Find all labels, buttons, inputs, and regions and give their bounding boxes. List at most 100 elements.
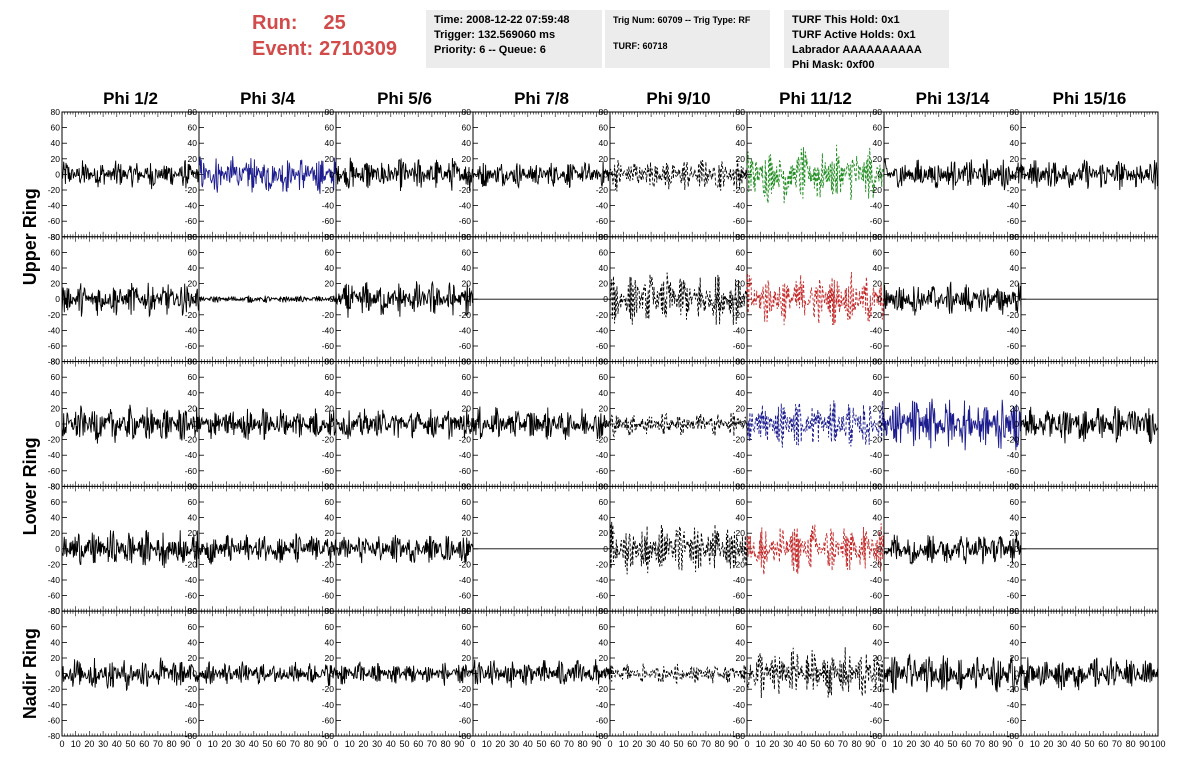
y-tick-label: -40 — [1007, 325, 1020, 335]
y-tick-label: -60 — [1007, 341, 1020, 351]
y-tick-label: 60 — [188, 123, 198, 133]
y-tick-label: 20 — [736, 403, 746, 413]
x-tick-label: 50 — [399, 739, 409, 749]
y-tick-label: 40 — [736, 637, 746, 647]
y-tick-label: 80 — [51, 606, 61, 616]
x-tick-label: 10 — [482, 739, 492, 749]
y-tick-label: 80 — [325, 481, 335, 491]
y-tick-label: 60 — [51, 247, 61, 257]
waveform-trace — [883, 653, 1022, 694]
y-tick-label: 80 — [599, 606, 609, 616]
x-tick-label: 0 — [333, 739, 338, 749]
y-tick-label: -40 — [596, 450, 609, 460]
y-tick-label: 80 — [462, 606, 472, 616]
x-tick-label: 50 — [125, 739, 135, 749]
y-tick-label: 20 — [1010, 403, 1020, 413]
x-tick-label: 40 — [112, 739, 122, 749]
waveform-trace — [609, 160, 748, 192]
y-tick-label: -20 — [733, 435, 746, 445]
y-tick-label: -20 — [48, 185, 61, 195]
y-tick-label: 20 — [188, 403, 198, 413]
y-tick-label: 20 — [325, 528, 335, 538]
y-tick-label: -60 — [322, 591, 335, 601]
event-row: Event: 2710309 — [252, 36, 397, 62]
y-tick-label: 20 — [325, 154, 335, 164]
y-tick-label: 40 — [873, 513, 883, 523]
x-tick-label: 30 — [98, 739, 108, 749]
y-tick-label: -20 — [1007, 559, 1020, 569]
y-tick-label: -60 — [459, 216, 472, 226]
y-tick-label: 40 — [599, 388, 609, 398]
y-tick-label: 0 — [740, 669, 745, 679]
y-tick-label: 60 — [325, 123, 335, 133]
waveform-trace — [61, 529, 200, 569]
y-tick-label: 60 — [599, 622, 609, 632]
y-tick-label: -40 — [322, 201, 335, 211]
y-tick-label: 0 — [55, 669, 60, 679]
y-tick-label: -20 — [48, 310, 61, 320]
waveform-trace — [335, 408, 474, 440]
y-tick-label: -20 — [870, 559, 883, 569]
y-tick-label: -20 — [459, 684, 472, 694]
y-tick-label: 40 — [1010, 513, 1020, 523]
y-tick-label: 80 — [599, 481, 609, 491]
y-tick-label: -60 — [1007, 216, 1020, 226]
y-tick-label: 20 — [51, 528, 61, 538]
y-tick-label: -40 — [322, 700, 335, 710]
y-tick-label: -20 — [322, 435, 335, 445]
run-label: Run: — [252, 12, 298, 34]
y-tick-label: 80 — [1010, 232, 1020, 242]
waveform-trace — [746, 271, 885, 326]
y-tick-label: -60 — [596, 715, 609, 725]
x-tick-label: 80 — [441, 739, 451, 749]
y-tick-label: -80 — [48, 731, 61, 741]
y-tick-label: -40 — [870, 575, 883, 585]
x-tick-label: 40 — [660, 739, 670, 749]
y-tick-label: -60 — [322, 715, 335, 725]
y-tick-label: 0 — [329, 544, 334, 554]
y-tick-label: 20 — [873, 279, 883, 289]
y-tick-label: 0 — [1014, 294, 1019, 304]
x-tick-label: 60 — [276, 739, 286, 749]
panel-frame — [746, 485, 885, 612]
y-tick-label: 20 — [51, 403, 61, 413]
y-tick-label: -60 — [733, 591, 746, 601]
y-tick-label: 0 — [877, 669, 882, 679]
y-tick-label: 20 — [736, 154, 746, 164]
y-tick-label: 80 — [1010, 481, 1020, 491]
x-tick-label: 20 — [358, 739, 368, 749]
y-tick-label: 20 — [1010, 653, 1020, 663]
y-tick-label: 20 — [462, 154, 472, 164]
y-tick-label: 40 — [325, 263, 335, 273]
y-tick-label: -40 — [596, 325, 609, 335]
y-tick-label: -20 — [1007, 435, 1020, 445]
y-tick-label: -80 — [1007, 731, 1020, 741]
turf-this-hold-text: TURF This Hold: 0x1 — [792, 14, 900, 26]
y-tick-label: -20 — [185, 310, 198, 320]
y-tick-label: 40 — [599, 637, 609, 647]
y-tick-label: -20 — [1007, 310, 1020, 320]
y-tick-label: 40 — [51, 637, 61, 647]
waveform-trace — [335, 661, 474, 686]
run-event-box: Run: 25 Event: 2710309 — [252, 10, 397, 62]
y-tick-label: 60 — [462, 123, 472, 133]
y-tick-label: 20 — [1010, 154, 1020, 164]
y-tick-label: 0 — [329, 294, 334, 304]
y-tick-label: 60 — [599, 247, 609, 257]
y-tick-label: -60 — [322, 216, 335, 226]
y-tick-label: 60 — [1010, 247, 1020, 257]
y-tick-label: 60 — [51, 372, 61, 382]
event-value: 2710309 — [319, 38, 397, 60]
y-tick-label: 0 — [329, 169, 334, 179]
y-tick-label: -40 — [185, 450, 198, 460]
y-tick-label: 20 — [462, 279, 472, 289]
waveform-trace — [335, 534, 474, 564]
x-tick-label: 90 — [317, 739, 327, 749]
